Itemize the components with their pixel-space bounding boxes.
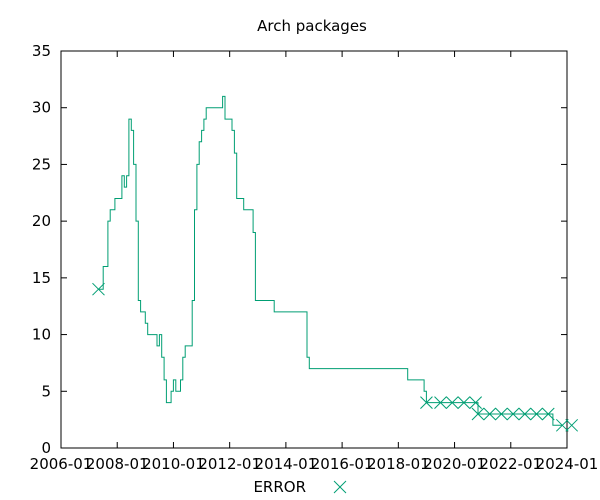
x-tick-label: 2010-01	[142, 455, 205, 473]
data-point-marker	[471, 407, 485, 421]
x-tick-label: 2016-01	[311, 455, 374, 473]
data-point-marker	[469, 396, 482, 409]
data-point-marker	[483, 407, 497, 421]
data-point-marker	[420, 396, 433, 409]
legend-marker-icon	[333, 480, 347, 494]
plot-area	[60, 50, 568, 449]
data-point-marker	[445, 396, 459, 409]
data-point-marker	[530, 407, 543, 421]
x-tick-label: 2024-01	[536, 455, 599, 473]
plot-frame	[60, 50, 568, 449]
y-tick-label: 25	[32, 155, 51, 173]
x-tick-label: 2014-01	[255, 455, 318, 473]
y-tick-label: 35	[32, 42, 51, 60]
x-tick-label: 2006-01	[30, 455, 93, 473]
series-line	[98, 95, 563, 426]
legend: ERROR	[253, 478, 347, 496]
data-point-marker	[457, 396, 471, 409]
data-point-marker	[541, 407, 555, 421]
data-point-marker	[555, 418, 569, 432]
x-tick-label: 2012-01	[198, 455, 261, 473]
data-point-marker	[92, 282, 105, 296]
y-tick-label: 0	[41, 439, 51, 457]
x-tick-label: 2022-01	[479, 455, 542, 473]
data-point-marker	[495, 407, 508, 421]
y-tick-label: 20	[32, 212, 51, 230]
y-tick-label: 15	[32, 269, 51, 287]
legend-label: ERROR	[253, 478, 306, 496]
x-tick-label: 2018-01	[367, 455, 430, 473]
y-tick-label: 5	[41, 382, 51, 400]
series-layer	[92, 95, 579, 432]
x-axis: 2006-012008-012010-012012-012014-012016-…	[30, 51, 599, 473]
x-tick-label: 2020-01	[423, 455, 486, 473]
x-tick-label: 2008-01	[86, 455, 149, 473]
y-axis: 0 5 10 15 20 25 30 35	[32, 42, 567, 457]
data-point-marker	[506, 407, 520, 421]
y-tick-label: 30	[32, 99, 51, 117]
data-point-marker	[434, 396, 447, 409]
data-point-marker	[518, 407, 532, 421]
chart-title: Arch packages	[257, 17, 367, 35]
data-point-marker	[565, 418, 579, 432]
y-tick-label: 10	[32, 326, 51, 344]
